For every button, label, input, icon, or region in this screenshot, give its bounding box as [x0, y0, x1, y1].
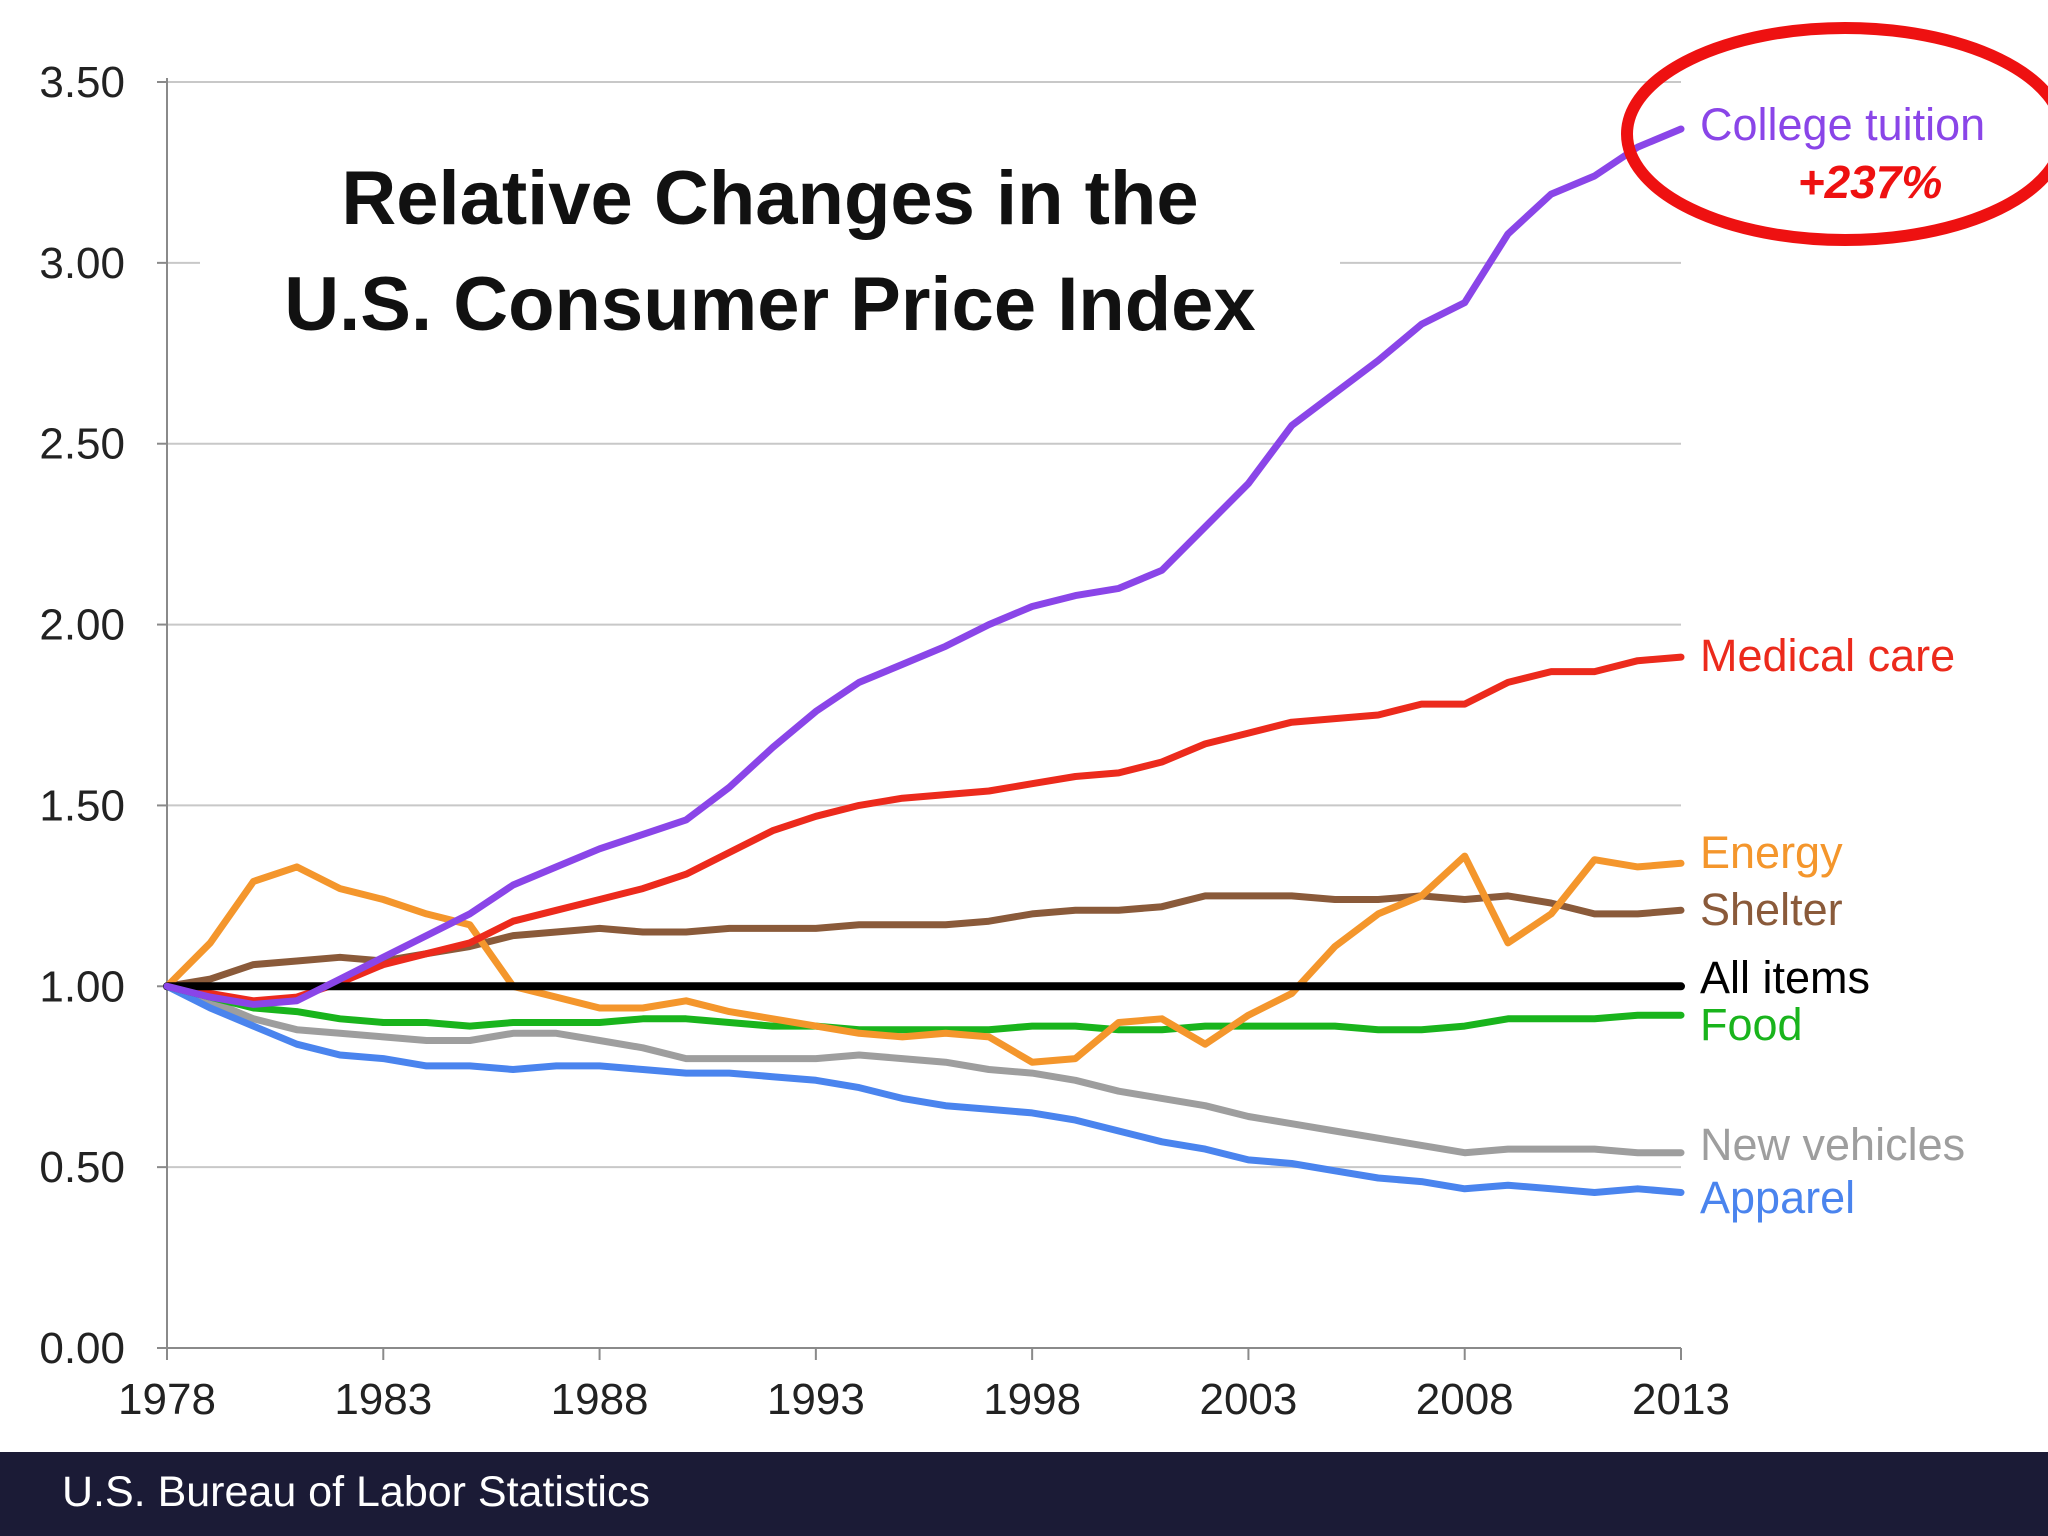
- source-text: U.S. Bureau of Labor Statistics: [62, 1468, 650, 1516]
- y-tick-label: 3.50: [39, 58, 125, 107]
- series-label-shelter: Shelter: [1700, 884, 1843, 935]
- x-tick-label: 1993: [767, 1375, 865, 1424]
- series-labels: College tuition Medical care Energy Shelter…: [1700, 99, 1985, 1223]
- y-tick-label: 2.50: [39, 420, 125, 469]
- axes: [157, 78, 1682, 1360]
- series-line-energy: [163, 852, 1685, 1066]
- y-tick-label: 2.00: [39, 601, 125, 650]
- y-tick-label: 0.00: [39, 1324, 125, 1373]
- annotation-percent: +237%: [1798, 156, 1943, 208]
- x-tick-label: 1988: [551, 1375, 649, 1424]
- y-tick-labels: 0.00 0.50 1.00 1.50 2.00 2.50 3.00 3.50: [39, 58, 125, 1373]
- series-lines: [163, 125, 1685, 1196]
- y-tick-label: 3.00: [39, 239, 125, 288]
- series-line-medical-care: [163, 653, 1685, 1005]
- series-line-food: [163, 982, 1685, 1034]
- chart-subtitle: U.S. Consumer Price Index: [284, 262, 1255, 347]
- annotation-ring: [1621, 22, 2048, 246]
- series-line-apparel: [163, 982, 1685, 1196]
- tuition-annotation: +237%: [1621, 22, 2048, 246]
- y-tick-label: 1.00: [39, 962, 125, 1011]
- cpi-line-chart: 0.00 0.50 1.00 1.50 2.00 2.50 3.00 3.50 1978 198…: [39, 22, 2048, 1424]
- chart-title: Relative Changes in the: [341, 156, 1198, 241]
- x-tick-labels: 1978 1983 1988 1993 1998 2003 2008 2013: [118, 1375, 1730, 1424]
- x-tick-label: 1998: [983, 1375, 1081, 1424]
- x-tick-label: 2013: [1632, 1375, 1730, 1424]
- x-tick-label: 2003: [1199, 1375, 1297, 1424]
- y-tick-label: 1.50: [39, 781, 125, 830]
- series-line-college-tuition: [163, 125, 1685, 1008]
- series-label-energy: Energy: [1700, 827, 1843, 878]
- series-label-medical-care: Medical care: [1700, 630, 1955, 681]
- source-footer: U.S. Bureau of Labor Statistics: [0, 1452, 2048, 1536]
- series-label-all-items: All items: [1700, 952, 1870, 1003]
- x-tick-label: 1983: [334, 1375, 432, 1424]
- series-label-food: Food: [1700, 999, 1803, 1050]
- series-label-new-vehicles: New vehicles: [1700, 1119, 1965, 1170]
- x-tick-label: 1978: [118, 1375, 216, 1424]
- series-label-apparel: Apparel: [1700, 1172, 1855, 1223]
- title-background: [200, 140, 1340, 360]
- series-line-shelter: [163, 892, 1685, 990]
- y-tick-label: 0.50: [39, 1143, 125, 1192]
- x-tick-label: 2008: [1416, 1375, 1514, 1424]
- series-label-college-tuition: College tuition: [1700, 99, 1985, 150]
- series-line-new-vehicles: [163, 982, 1685, 1157]
